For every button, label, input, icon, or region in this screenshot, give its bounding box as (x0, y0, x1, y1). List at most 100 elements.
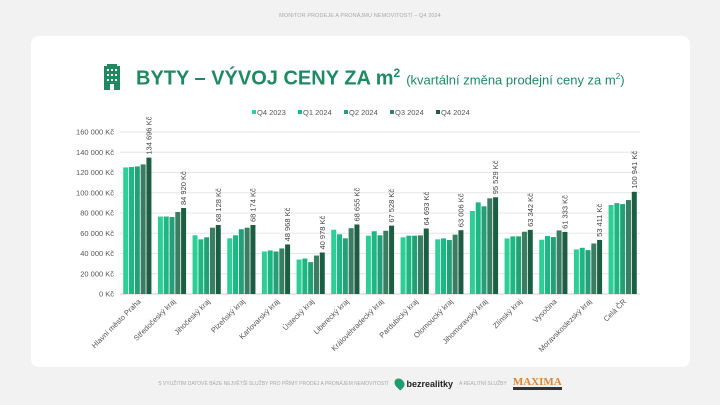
y-tick-label: 20 000 Kč (80, 269, 114, 278)
bar (198, 239, 204, 294)
bar (377, 235, 383, 294)
bar (163, 216, 169, 294)
bar (417, 235, 423, 294)
bar (579, 247, 585, 294)
data-label: 48 968 Kč (283, 207, 292, 241)
category-label: Vysočina (531, 296, 559, 324)
data-label: 61 333 Kč (560, 195, 569, 229)
bar (192, 235, 198, 294)
bar (556, 230, 562, 294)
bezrealitky-logo: bezrealitky (391, 376, 453, 391)
data-label: 63 342 Kč (526, 193, 535, 227)
data-label: 100 941 Kč (630, 151, 639, 189)
bar (510, 236, 516, 294)
category-label: Zlínský kraj (491, 297, 524, 330)
bar (475, 202, 481, 294)
bar (244, 227, 250, 294)
data-label: 68 655 Kč (352, 187, 361, 221)
title-main: BYTY – VÝVOJ CENY ZA m2 (136, 66, 401, 90)
data-label: 67 528 Kč (387, 189, 396, 223)
bar (521, 231, 527, 294)
bar (331, 229, 337, 294)
bar (625, 200, 631, 294)
bar (204, 237, 210, 294)
maxima-logo: MAXIMA (512, 376, 562, 390)
y-tick-label: 60 000 Kč (80, 229, 114, 238)
bar (233, 235, 239, 294)
bar (573, 249, 579, 294)
bar (400, 237, 406, 294)
data-label: 64 693 Kč (422, 191, 431, 225)
bar (302, 258, 308, 294)
bar (319, 252, 325, 294)
bar (267, 250, 273, 294)
bar (348, 228, 354, 294)
y-tick-label: 100 000 Kč (76, 188, 114, 197)
bar (157, 216, 163, 294)
data-label: 63 006 Kč (456, 193, 465, 227)
bar (169, 217, 175, 294)
category-label: Celá ČR (602, 297, 629, 324)
bar (446, 240, 452, 294)
bar (469, 210, 475, 294)
bar (279, 248, 285, 294)
report-header: MONITOR PRODEJE A PRONÁJMU NEMOVITOSTÍ –… (279, 13, 441, 19)
y-tick-label: 80 000 Kč (80, 209, 114, 218)
bar (550, 237, 556, 294)
bar (342, 238, 348, 294)
legend-swatch (298, 110, 302, 114)
y-tick-label: 140 000 Kč (76, 148, 114, 157)
legend-label: Q4 2024 (441, 108, 470, 117)
bar (562, 231, 568, 294)
chart-title: BYTY – VÝVOJ CENY ZA m2 (kvartální změna… (136, 66, 625, 91)
legend-swatch (252, 110, 256, 114)
data-label: 134 696 Kč (144, 116, 153, 154)
data-label: 40 978 Kč (318, 215, 327, 249)
legend-label: Q4 2023 (257, 108, 286, 117)
bar (181, 208, 187, 294)
bar (620, 204, 626, 294)
bar (452, 234, 458, 294)
bar (597, 239, 603, 294)
y-tick-label: 160 000 Kč (76, 128, 114, 137)
y-tick-label: 0 Kč (99, 290, 114, 299)
legend-label: Q1 2024 (303, 108, 332, 117)
bar (209, 227, 215, 294)
bar (591, 243, 597, 294)
bar (146, 157, 152, 294)
building-icon (104, 64, 120, 90)
bar (487, 198, 493, 294)
bar (337, 234, 343, 294)
footer-and-text: A REALITNÍ SLUŽBY (459, 380, 507, 387)
title-sub: (kvartální změna prodejní ceny za m2) (406, 72, 625, 88)
bar (238, 229, 244, 294)
category-label: Ústecký kraj (281, 297, 316, 332)
bar (285, 244, 291, 294)
legend-swatch (344, 110, 348, 114)
bar (412, 235, 418, 294)
bar (539, 239, 545, 294)
y-tick-label: 120 000 Kč (76, 168, 114, 177)
bar (296, 259, 302, 294)
bar (441, 238, 447, 294)
bar (365, 235, 371, 294)
bar (608, 205, 614, 294)
category-label: Jihočeský kraj (172, 297, 212, 337)
legend-swatch (390, 110, 394, 114)
footer-text: S VYUŽITÍM DATOVÉ BÁZE NEJVĚTŠÍ SLUŽBY P… (158, 380, 389, 387)
bar (134, 166, 140, 294)
bar (123, 167, 129, 294)
bar (423, 228, 429, 294)
bar (273, 251, 279, 294)
data-label: 68 174 Kč (248, 188, 257, 222)
category-label: Plzeňský kraj (209, 297, 247, 335)
y-tick-label: 40 000 Kč (80, 249, 114, 258)
bar (250, 224, 256, 294)
bar (313, 255, 319, 294)
bar (516, 236, 522, 294)
bar (129, 166, 135, 294)
bar (585, 250, 591, 294)
bar (458, 230, 464, 294)
bar (435, 239, 441, 294)
